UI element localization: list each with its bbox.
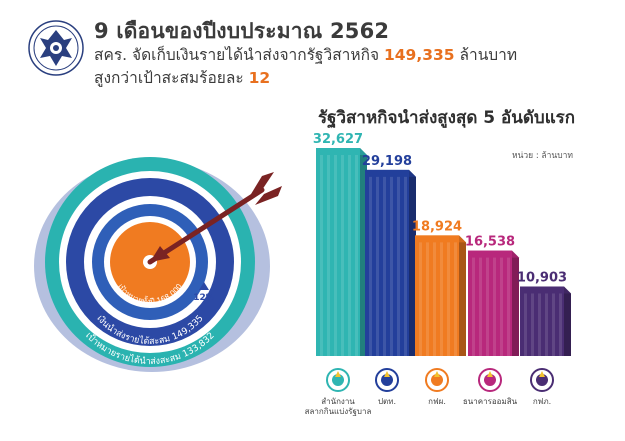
bar-2 bbox=[365, 169, 416, 356]
bar-stripe bbox=[440, 242, 443, 356]
revenue-amount: 149,335 bbox=[383, 46, 455, 64]
bar-top bbox=[365, 169, 416, 177]
bar-stripe bbox=[500, 257, 503, 356]
bar-value-label: 29,198 bbox=[362, 154, 412, 169]
gsb-logo-icon bbox=[478, 368, 502, 392]
bar-stripe bbox=[419, 242, 422, 356]
revenue-summary: สคร. จัดเก็บเงินรายได้นำส่งจากรัฐวิสาหกิ… bbox=[94, 44, 517, 67]
bar-value-label: 10,903 bbox=[517, 270, 567, 285]
bar-stripe bbox=[493, 257, 496, 356]
bar-stripe bbox=[390, 176, 393, 356]
category-label: ปตท. bbox=[378, 397, 396, 406]
bar-stripe bbox=[479, 257, 482, 356]
bar-face bbox=[365, 169, 409, 356]
bar-face bbox=[415, 235, 459, 356]
page-title: 9 เดือนของปีงบประมาณ 2562 bbox=[94, 19, 390, 43]
unit-label: หน่วย : ล้านบาท bbox=[512, 151, 573, 161]
bar-side bbox=[459, 235, 466, 356]
bar-top bbox=[316, 148, 367, 155]
bar-stripe bbox=[369, 176, 372, 356]
bar-1 bbox=[316, 148, 367, 356]
bar-side bbox=[564, 286, 571, 356]
bar-value-label: 32,627 bbox=[313, 132, 363, 147]
bar-stripe bbox=[472, 257, 475, 356]
bar-4 bbox=[468, 250, 519, 356]
bar-face bbox=[520, 286, 564, 356]
lottery-office-logo-icon bbox=[326, 368, 350, 392]
bar-side bbox=[409, 169, 416, 356]
percent-label: 12% bbox=[193, 293, 215, 303]
bar-stripe bbox=[376, 176, 379, 356]
bar-stripe bbox=[334, 155, 337, 356]
percent-marker: 12% bbox=[193, 282, 215, 303]
bar-stripe bbox=[454, 242, 457, 356]
ptt-logo-icon bbox=[375, 368, 399, 392]
bar-top bbox=[520, 286, 571, 294]
up-arrow-icon bbox=[199, 282, 209, 290]
target-summary: สูงกว่าเป้าสะสมร้อยละ 12 bbox=[94, 67, 517, 90]
bar-stripe bbox=[348, 155, 351, 356]
bar-stripe bbox=[327, 155, 330, 356]
bar-stripe bbox=[341, 155, 344, 356]
arrow-icon bbox=[147, 172, 282, 265]
bar-stripe bbox=[426, 242, 429, 356]
target-summary-text: สูงกว่าเป้าสะสมร้อยละ bbox=[94, 69, 249, 87]
bar-top bbox=[415, 235, 466, 243]
bar-side bbox=[512, 250, 519, 356]
bar-stripe bbox=[433, 242, 436, 356]
bar-stripe bbox=[320, 155, 323, 356]
bar-stripe bbox=[355, 155, 358, 356]
bar-face bbox=[316, 148, 360, 356]
bar-stripe bbox=[524, 293, 527, 356]
bar-stripe bbox=[404, 176, 407, 356]
bar-face bbox=[468, 250, 512, 356]
egat-logo-icon bbox=[425, 368, 449, 392]
bar-stripe bbox=[531, 293, 534, 356]
bar-3 bbox=[415, 235, 466, 356]
bar-stripe bbox=[552, 293, 555, 356]
bar-5 bbox=[520, 286, 571, 356]
category-label: กฟผ. bbox=[428, 397, 446, 406]
pea-logo-icon bbox=[530, 368, 554, 392]
bar-stripe bbox=[545, 293, 548, 356]
bar-value-label: 18,924 bbox=[412, 219, 462, 234]
bar-stripe bbox=[397, 176, 400, 356]
bar-stripe bbox=[383, 176, 386, 356]
bar-top bbox=[468, 250, 519, 258]
category-label: ธนาคารออมสิน bbox=[463, 397, 518, 406]
revenue-unit: ล้านบาท bbox=[454, 46, 518, 64]
bar-value-label: 16,538 bbox=[465, 235, 515, 250]
revenue-summary-text: สคร. จัดเก็บเงินรายได้นำส่งจากรัฐวิสาหกิ… bbox=[94, 46, 384, 64]
target-percent: 12 bbox=[248, 69, 271, 87]
bar-stripe bbox=[538, 293, 541, 356]
bar-stripe bbox=[559, 293, 562, 356]
category-label: กฟภ. bbox=[533, 397, 551, 406]
category-label: สลากกินแบ่งรัฐบาล bbox=[305, 407, 372, 416]
chart-title: รัฐวิสาหกิจนำส่งสูงสุด 5 อันดับแรก bbox=[318, 108, 576, 128]
bar-stripe bbox=[507, 257, 510, 356]
headline-block: 9 เดือนของปีงบประมาณ 2562 สคร. จัดเก็บเง… bbox=[94, 18, 517, 90]
bar-stripe bbox=[447, 242, 450, 356]
bar-stripe bbox=[486, 257, 489, 356]
organization-seal-logo bbox=[28, 20, 84, 76]
category-label: สำนักงาน bbox=[321, 397, 355, 406]
